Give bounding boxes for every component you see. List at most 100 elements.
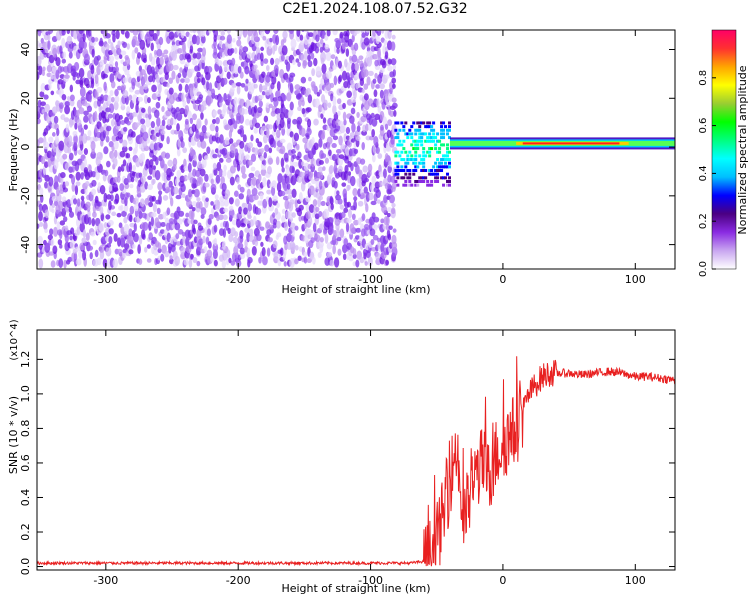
spectrogram-noise-cell: [201, 77, 206, 86]
spectrogram-noise-cell: [96, 86, 103, 94]
spectrogram-transition-cell: [436, 169, 440, 173]
spectrogram-noise-cell: [161, 119, 166, 127]
spectrogram-noise-cell: [78, 134, 84, 145]
spectrogram-y-tick-label: 20: [19, 91, 32, 105]
spectrogram-noise-cell: [48, 30, 54, 35]
spectrogram-noise-cell: [116, 212, 122, 218]
spectrogram-noise-cell: [38, 203, 43, 212]
spectrogram-noise-cell: [286, 117, 292, 125]
spectrogram-transition-cell: [426, 136, 430, 140]
spectrogram-noise-cell: [145, 158, 151, 169]
spectrogram-transition-cell: [440, 136, 444, 140]
spectrogram-noise-cell: [254, 95, 259, 103]
spectrogram-noise-cell: [129, 222, 135, 228]
spectrogram-noise-cell: [147, 184, 154, 191]
spectrogram-noise-cell: [140, 118, 146, 125]
spectrogram-transition-cell: [422, 132, 426, 136]
spectrogram-noise-cell: [314, 23, 318, 28]
spectrogram-transition-cell: [416, 128, 420, 132]
spectrogram-transition-cell: [442, 158, 446, 162]
spectrogram-noise-cell: [129, 205, 135, 215]
spectrogram-noise-cell: [52, 245, 58, 254]
spectrogram-noise-cell: [60, 172, 66, 179]
spectrogram-transition-cell: [412, 169, 416, 173]
spectrogram-noise-cell: [135, 103, 139, 114]
spectrogram-noise-cell: [105, 32, 111, 39]
spectrogram-noise-cell: [346, 201, 352, 208]
spectrogram-noise-cell: [69, 94, 75, 102]
spectrogram-transition-cell: [444, 125, 448, 129]
spectrogram-transition-cell: [410, 158, 414, 162]
spectrogram-noise-cell: [157, 242, 162, 250]
spectrogram-noise-cell: [107, 38, 112, 44]
spectrogram-noise-cell: [223, 65, 230, 72]
spectrogram-noise-cell: [178, 210, 185, 217]
spectrogram-noise-cell: [378, 171, 385, 177]
spectrogram-noise-cell: [155, 156, 159, 166]
spectrogram-noise-cell: [294, 225, 299, 231]
spectrogram-noise-cell: [122, 139, 128, 148]
spectrogram-noise-cell: [250, 153, 257, 162]
spectrogram-noise-cell: [103, 146, 109, 155]
spectrogram-noise-cell: [350, 44, 355, 51]
spectrogram-noise-cell: [258, 83, 263, 93]
spectrogram-noise-cell: [373, 135, 379, 146]
spectrogram-noise-cell: [373, 89, 378, 98]
spectrogram-noise-cell: [374, 72, 378, 79]
spectrogram-noise-cell: [176, 169, 182, 179]
spectrogram-transition-cell: [414, 183, 418, 187]
spectrogram-noise-cell: [234, 198, 240, 207]
spectrogram-noise-cell: [75, 171, 81, 181]
spectrogram-noise-cell: [111, 135, 118, 142]
spectrogram-noise-cell: [166, 30, 171, 33]
spectrogram-noise-cell: [99, 37, 103, 46]
spectrogram-noise-cell: [282, 30, 288, 40]
spectrogram-noise-cell: [253, 194, 259, 201]
spectrogram-noise-cell: [307, 94, 313, 104]
spectrogram-transition-cell: [422, 121, 426, 125]
spectrogram-y-label: Frequency (Hz): [7, 109, 20, 192]
spectrogram-noise-cell: [161, 52, 165, 58]
spectrogram-noise-cell: [354, 235, 361, 240]
spectrogram-noise-cell: [123, 126, 128, 132]
spectrogram-transition-cell: [424, 176, 428, 180]
spectrogram-noise-cell: [242, 46, 249, 53]
spectrogram-noise-cell: [262, 35, 267, 41]
spectrogram-transition-cell: [434, 147, 438, 151]
spectrogram-transition-cell: [416, 179, 420, 183]
spectrogram-noise-cell: [48, 82, 52, 90]
spectrogram-noise-cell: [230, 114, 234, 119]
spectrogram-noise-cell: [124, 56, 131, 67]
spectrogram-noise-cell: [391, 77, 397, 84]
spectrogram-noise-cell: [227, 227, 231, 235]
spectrogram-noise-cell: [156, 30, 160, 37]
spectrogram-noise-cell: [359, 60, 364, 68]
snr-y-tick-label: 0.0: [19, 558, 32, 576]
spectrogram-noise-cell: [371, 154, 376, 163]
spectrogram-noise-cell: [83, 77, 90, 87]
spectrogram-noise-cell: [116, 118, 121, 127]
spectrogram-noise-cell: [121, 210, 127, 217]
spectrogram-noise-cell: [388, 194, 395, 204]
spectrogram-transition-cell: [416, 139, 420, 143]
spectrogram-noise-cell: [50, 238, 55, 247]
spectrogram-transition-cell: [416, 143, 420, 147]
spectrogram-noise-cell: [82, 41, 87, 49]
spectrogram-y-tick-label: -20: [19, 187, 32, 205]
spectrogram-noise-cell: [117, 237, 121, 247]
spectrogram-noise-cell: [215, 131, 219, 138]
spectrogram-noise-cell: [318, 171, 324, 180]
spectrogram-noise-cell: [50, 90, 55, 96]
spectrogram-noise-cell: [140, 124, 147, 133]
spectrogram-transition-cell: [400, 169, 404, 173]
spectrogram-noise-cell: [347, 208, 353, 219]
spectrogram-transition-cell: [418, 176, 422, 180]
spectrogram-noise-cell: [261, 85, 268, 91]
spectrogram-noise-cell: [320, 113, 324, 120]
chart-title: C2E1.2024.108.07.52.G32: [282, 1, 468, 17]
spectrogram-noise-cell: [59, 230, 63, 240]
spectrogram-noise-cell: [254, 122, 261, 129]
spectrogram-transition-cell: [418, 179, 422, 183]
spectrogram-transition-cell: [408, 158, 412, 162]
spectrogram-noise-cell: [247, 214, 252, 220]
